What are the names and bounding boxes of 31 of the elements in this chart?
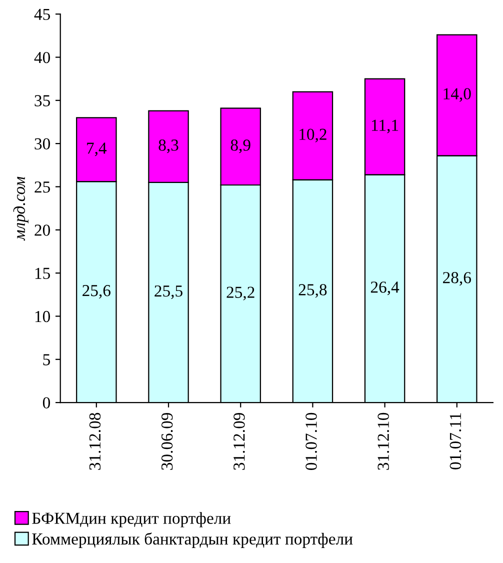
data-label: 25,2 [226, 286, 254, 300]
data-label: 25,6 [82, 285, 110, 299]
data-label: 8,3 [158, 140, 178, 154]
legend-label: Коммерциялык банктардын кредит портфели [32, 532, 353, 548]
y-tick-label: 30 [34, 138, 50, 150]
y-tick-label: 35 [34, 95, 50, 106]
y-tick-label: 45 [34, 8, 50, 20]
y-tick-label: 40 [34, 52, 50, 64]
data-label: 8,9 [230, 140, 250, 154]
x-tick-label: 01.07.11 [450, 413, 462, 470]
data-label: 28,6 [443, 272, 471, 286]
y-tick-label: 25 [34, 181, 50, 193]
x-tick-label: 30.06.09 [161, 412, 173, 470]
y-tick-label: 20 [34, 224, 50, 236]
y-tick-label: 15 [35, 268, 50, 279]
y-axis-title: млрд.сом [13, 176, 28, 241]
x-tick-label: 31.12.08 [89, 412, 101, 470]
y-tick-label: 5 [43, 354, 50, 366]
data-label: 25,8 [298, 284, 327, 298]
y-tick-label: 10 [35, 310, 50, 322]
x-tick-label: 31.12.09 [234, 412, 245, 470]
data-label: 14,0 [444, 88, 471, 102]
x-tick-label: 31.12.10 [378, 412, 390, 470]
y-tick-label: 0 [42, 397, 50, 408]
legend-label: БФКМдин кредит портфели [32, 512, 231, 528]
data-label: 26,4 [370, 282, 400, 296]
x-tick-label: 01.07.10 [306, 412, 317, 470]
data-label: 7,4 [87, 142, 107, 156]
data-label: 25,5 [154, 285, 182, 300]
data-label: 11,1 [372, 120, 398, 134]
data-label: 10,2 [300, 128, 326, 142]
